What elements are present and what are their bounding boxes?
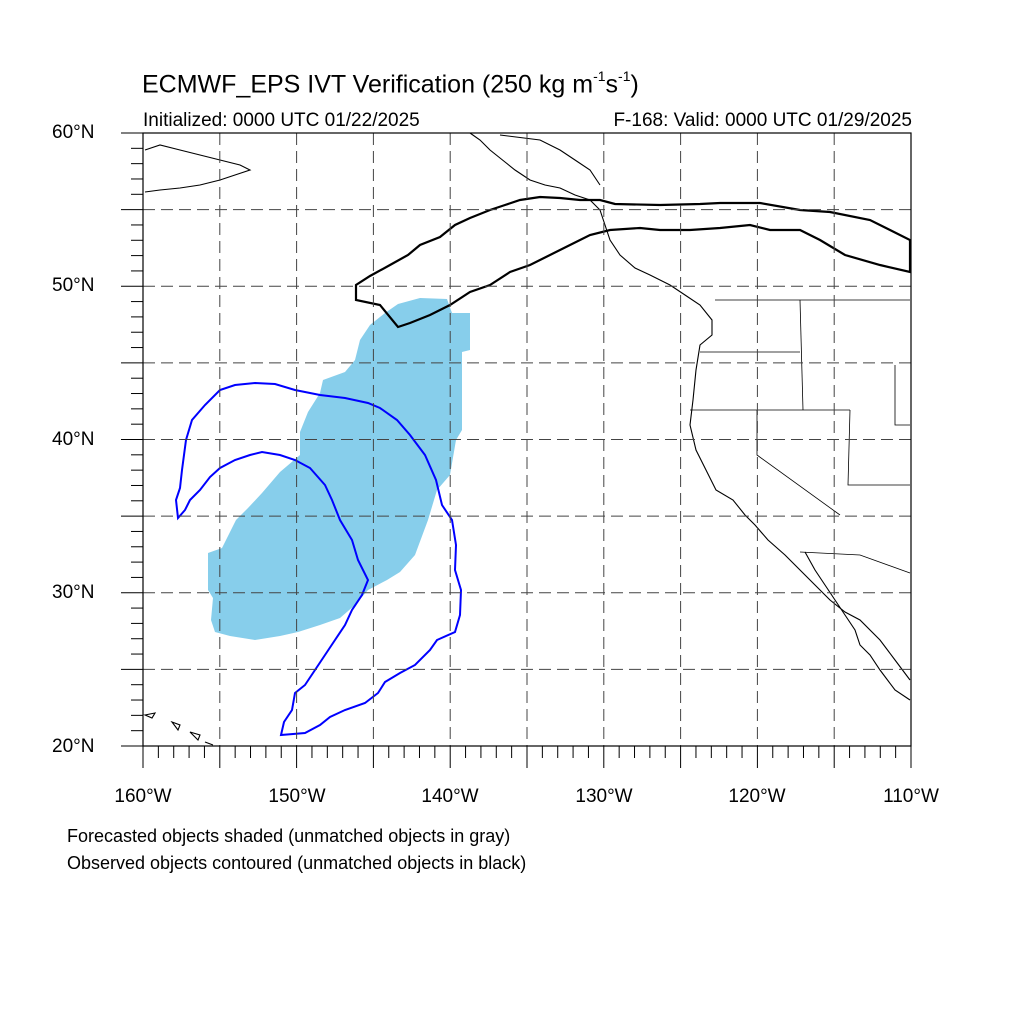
forecast-legend-note: Forecasted objects shaded (unmatched obj… — [67, 826, 511, 846]
coastline-alaska-east — [499, 134, 601, 186]
forecast-object-shaded — [208, 298, 470, 640]
title-unit-s: s — [605, 70, 619, 99]
observed-contour-north — [174, 381, 463, 737]
border-ut — [894, 365, 910, 426]
lat-label-40n: 40°N — [52, 429, 95, 450]
lon-label-150w: 150°W — [268, 786, 326, 807]
lon-label-140w: 140°W — [421, 786, 479, 807]
coastline-north-america — [469, 132, 911, 681]
border-nv-az — [847, 409, 910, 486]
coastline-baja — [804, 551, 911, 701]
lat-label-60n: 60°N — [52, 122, 95, 143]
coastlines — [143, 132, 911, 746]
border-ca-nv — [756, 410, 841, 516]
title-exp-2: -1 — [618, 68, 631, 84]
axis-ticks — [121, 132, 912, 768]
lon-label-120w: 120°W — [728, 786, 786, 807]
title-text: ECMWF_EPS IVT Verification (250 kg m — [142, 70, 594, 99]
border-id — [799, 299, 804, 411]
graticule-dashed — [143, 133, 911, 746]
map-title: ECMWF_EPS IVT Verification (250 kg m-1s-… — [142, 68, 639, 99]
title-close: ) — [630, 70, 639, 99]
valid-time-label: F-168: Valid: 0000 UTC 01/29/2025 — [613, 110, 912, 131]
coastline-alaska — [144, 144, 252, 193]
lon-label-110w: 110°W — [883, 786, 939, 807]
lat-label-50n: 50°N — [52, 275, 95, 296]
observed-legend-note: Observed objects contoured (unmatched ob… — [67, 853, 527, 873]
political-borders — [690, 299, 911, 574]
observed-contour-unmatched — [354, 195, 912, 329]
border-mexico — [799, 551, 911, 574]
title-exp-1: -1 — [593, 68, 606, 84]
init-time-label: Initialized: 0000 UTC 01/22/2025 — [143, 110, 420, 131]
lat-label-20n: 20°N — [52, 736, 95, 757]
lon-label-130w: 130°W — [575, 786, 633, 807]
coastline-hawaii — [143, 712, 214, 746]
lon-label-160w: 160°W — [114, 786, 172, 807]
lat-label-30n: 30°N — [52, 582, 95, 603]
